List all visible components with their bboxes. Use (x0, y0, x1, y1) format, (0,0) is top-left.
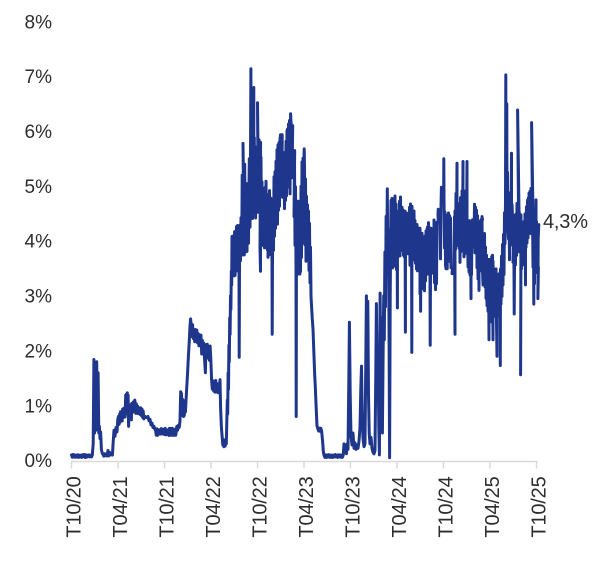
svg-text:T10/24: T10/24 (435, 476, 457, 537)
svg-text:T04/23: T04/23 (296, 476, 318, 537)
svg-text:T10/23: T10/23 (342, 476, 364, 537)
svg-text:T10/25: T10/25 (528, 476, 550, 537)
svg-text:0%: 0% (25, 451, 53, 472)
svg-text:7%: 7% (25, 67, 53, 88)
svg-text:8%: 8% (25, 12, 53, 33)
svg-text:T10/22: T10/22 (249, 476, 271, 537)
svg-text:3%: 3% (25, 287, 53, 308)
svg-text:T10/20: T10/20 (63, 476, 85, 537)
svg-text:6%: 6% (25, 122, 53, 143)
svg-text:T04/25: T04/25 (482, 476, 504, 537)
svg-text:4%: 4% (25, 232, 53, 253)
svg-text:T04/22: T04/22 (203, 476, 225, 537)
svg-text:T04/24: T04/24 (389, 476, 411, 537)
svg-text:T10/21: T10/21 (156, 476, 178, 537)
svg-text:2%: 2% (25, 341, 53, 362)
svg-text:5%: 5% (25, 177, 53, 198)
svg-text:T04/21: T04/21 (110, 476, 132, 537)
svg-text:4,3%: 4,3% (543, 211, 588, 233)
svg-text:1%: 1% (25, 396, 53, 417)
